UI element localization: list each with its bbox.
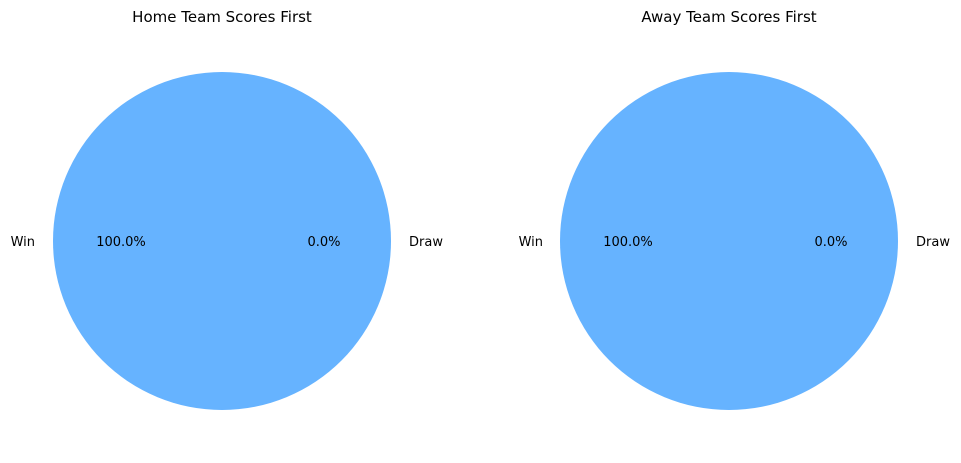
home-pct-label-draw: 0.0% (307, 235, 340, 250)
away-pie-panel: Away Team Scores First Win Draw 100.0% 0… (519, 8, 950, 410)
home-chart-title: Home Team Scores First (132, 8, 312, 26)
home-pie-slice-win (53, 72, 391, 410)
home-pie-panel: Home Team Scores First Win Draw 100.0% 0… (11, 8, 443, 410)
away-chart-title: Away Team Scores First (641, 8, 816, 26)
away-pie-slices (560, 72, 898, 410)
away-pct-label-win: 100.0% (603, 235, 653, 250)
away-slice-label-win: Win (519, 235, 543, 250)
away-slice-label-draw: Draw (916, 235, 950, 250)
home-slice-label-draw: Draw (409, 235, 443, 250)
away-pct-label-draw: 0.0% (814, 235, 847, 250)
away-pie-slice-win (560, 72, 898, 410)
home-pct-label-win: 100.0% (96, 235, 146, 250)
home-slice-label-win: Win (11, 235, 35, 250)
home-pie-slices (53, 72, 391, 410)
